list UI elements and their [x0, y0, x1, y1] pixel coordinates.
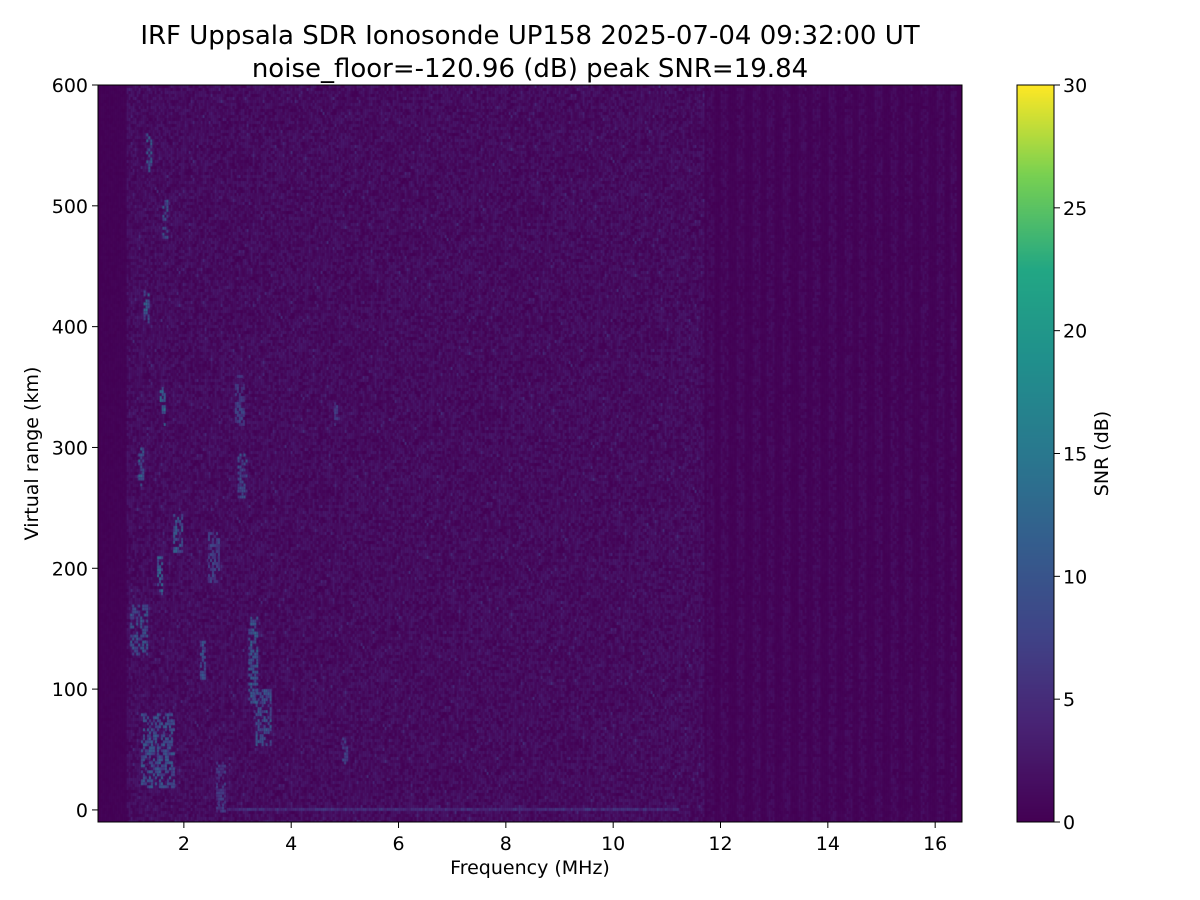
chart-title: IRF Uppsala SDR Ionosonde UP158 2025-07-… [140, 21, 919, 51]
colorbar-tick-label: 20 [1063, 321, 1087, 343]
y-tick-label: 400 [52, 317, 88, 339]
colorbar-tick-label: 0 [1063, 812, 1075, 834]
colorbar-tick-label: 15 [1063, 444, 1087, 466]
x-axis-label: Frequency (MHz) [450, 857, 610, 879]
colorbar-tick-label: 5 [1063, 689, 1075, 711]
x-tick-label: 14 [816, 833, 840, 855]
y-tick-label: 300 [52, 437, 88, 459]
y-tick-label: 100 [52, 679, 88, 701]
x-tick-label: 8 [500, 833, 512, 855]
x-tick-label: 2 [178, 833, 190, 855]
colorbar-tick-label: 30 [1063, 75, 1087, 97]
colorbar-gradient [1017, 85, 1054, 822]
x-axis: 2 4 6 8 10 12 14 16 [178, 822, 947, 855]
colorbar-ticks: 0 5 10 15 20 25 30 [1054, 75, 1087, 834]
x-tick-label: 4 [285, 833, 297, 855]
y-tick-label: 500 [52, 196, 88, 218]
y-axis: 0 100 200 300 400 500 600 [52, 75, 98, 822]
plot-frame [97, 84, 963, 823]
heatmap-image [98, 85, 962, 822]
colorbar-label: SNR (dB) [1091, 411, 1113, 496]
colorbar-tick-label: 10 [1063, 566, 1087, 588]
chart-subtitle: noise_floor=-120.96 (dB) peak SNR=19.84 [252, 54, 808, 84]
y-tick-label: 0 [76, 800, 88, 822]
x-tick-label: 16 [923, 833, 947, 855]
colorbar-tick-label: 25 [1063, 198, 1087, 220]
y-tick-label: 600 [52, 75, 88, 97]
y-tick-label: 200 [52, 558, 88, 580]
x-tick-label: 12 [708, 833, 732, 855]
y-axis-label: Virtual range (km) [21, 367, 43, 541]
plot-area [97, 84, 963, 823]
x-tick-label: 6 [392, 833, 404, 855]
x-tick-label: 10 [601, 833, 625, 855]
colorbar: 0 5 10 15 20 25 30 SNR (dB) [1016, 75, 1113, 834]
